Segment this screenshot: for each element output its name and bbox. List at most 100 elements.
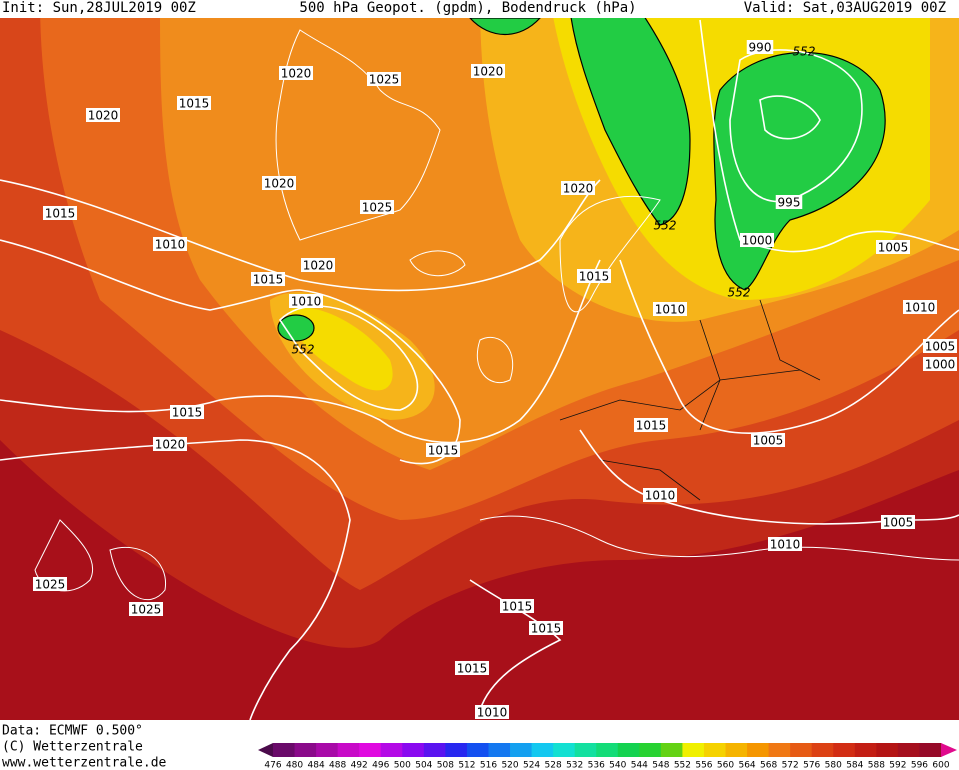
colorbar-label: 556	[695, 761, 712, 770]
isobar-label: 1015	[428, 444, 459, 458]
init-time: Init: Sun,28JUL2019 00Z	[2, 0, 196, 16]
country-borders	[559, 299, 821, 501]
colorbar-segment	[574, 743, 597, 757]
colorbar-arrow	[258, 743, 273, 757]
data-source: Data: ECMWF 0.500°	[2, 724, 143, 739]
colorbar-segment	[639, 743, 662, 757]
colorbar-label: 520	[501, 761, 518, 770]
colorbar-segment	[660, 743, 683, 757]
isobar-label-box	[529, 621, 563, 635]
isobar	[579, 429, 959, 525]
isobar-label-box	[153, 437, 187, 451]
isobar	[0, 439, 351, 720]
isobar-label-box	[426, 443, 460, 457]
colorbar-segment	[811, 743, 834, 757]
isobar-label: 1015	[179, 97, 210, 111]
low-green-north	[570, 18, 691, 226]
isobar-label-box	[740, 233, 774, 247]
isobar	[699, 19, 959, 253]
colorbar-segment	[897, 743, 920, 757]
isobar-label-box	[577, 269, 611, 283]
coastline-mediterranean	[479, 515, 959, 561]
isobar-label-box	[367, 72, 401, 86]
isobar-label-box	[653, 302, 687, 316]
isobar-label: 1020	[155, 438, 186, 452]
isobar-label-box	[903, 300, 937, 314]
isobar-label: 1015	[531, 622, 562, 636]
isobar-label-box	[634, 418, 668, 432]
colorbar-arrow	[941, 743, 957, 757]
map-title: 500 hPa Geopot. (gpdm), Bodendruck (hPa)	[299, 0, 636, 16]
isobar-label: 1000	[742, 234, 773, 248]
colorbar-segment	[553, 743, 576, 757]
isobar-label: 990	[749, 41, 772, 55]
field-yellow-low	[290, 307, 393, 391]
isobar-label-box	[775, 195, 803, 209]
colorbar-segment	[273, 743, 296, 757]
website: www.wetterzentrale.de	[2, 756, 167, 770]
colorbar-segment	[854, 743, 877, 757]
isobar	[729, 49, 863, 203]
colorbar-label: 516	[480, 761, 497, 770]
isobar-label: 1010	[645, 489, 676, 503]
colorbar-label: 580	[825, 761, 842, 770]
isobar-label-box	[251, 272, 285, 286]
isobar-label: 1015	[45, 207, 76, 221]
isobar-label: 1020	[264, 177, 295, 191]
colorbar-label: 584	[846, 761, 863, 770]
colorbar-label: 500	[394, 761, 411, 770]
low-green-east	[713, 52, 886, 291]
isobar	[759, 95, 821, 140]
isobar-label-box	[262, 176, 296, 190]
colorbar-label: 484	[308, 761, 325, 770]
colorbar-label: 492	[351, 761, 368, 770]
colorbar: 476 480 484 488 492 496 500 504 508 512 516 520 524 5…	[258, 743, 957, 770]
isobar-label: 1015	[502, 600, 533, 614]
isobar-label-box	[33, 577, 67, 591]
colorbar-label: 588	[868, 761, 885, 770]
low-green-atlantic	[277, 314, 315, 342]
colorbar-segment	[423, 743, 446, 757]
isobar	[469, 579, 562, 711]
colorbar-label: 540	[609, 761, 626, 770]
colorbar-segment	[790, 743, 813, 757]
isobar-label-box	[170, 405, 204, 419]
isobar-label: 1025	[131, 603, 162, 617]
isobar-label-box	[279, 66, 313, 80]
coastline-iceland	[409, 250, 466, 277]
isobar-label: 1020	[303, 259, 334, 273]
isobar-label-box	[43, 206, 77, 220]
colorbar-label: 532	[566, 761, 583, 770]
colorbar-label: 504	[415, 761, 432, 770]
isobar-label: 1010	[155, 238, 186, 252]
colorbar-label: 548	[652, 761, 669, 770]
colorbar-segment	[445, 743, 468, 757]
colorbar-label: 600	[932, 761, 949, 770]
valid-time: Valid: Sat,03AUG2019 00Z	[744, 0, 946, 16]
isobar-label: 1015	[172, 406, 203, 420]
colorbar-segment	[316, 743, 339, 757]
colorbar-segment	[402, 743, 425, 757]
colorbar-segment	[725, 743, 748, 757]
isobar-label-box	[561, 181, 595, 195]
colorbar-segment	[703, 743, 727, 757]
colorbar-label: 476	[264, 761, 281, 770]
colorbar-label: 552	[674, 761, 691, 770]
isobar-label-box	[289, 294, 323, 308]
colorbar-label: 524	[523, 761, 540, 770]
colorbar-segment	[294, 743, 317, 757]
isobar-label: 1000	[925, 358, 956, 372]
isobar-label-box	[751, 433, 785, 447]
isobar-label-box	[177, 96, 211, 110]
isobar-label: 1005	[883, 516, 914, 530]
low-green-top	[469, 18, 541, 36]
colorbar-segment	[876, 743, 899, 757]
colorbar-segment	[510, 743, 533, 757]
isobar-label: 1015	[253, 273, 284, 287]
colorbar-label: 572	[782, 761, 799, 770]
colorbar-segment	[617, 743, 640, 757]
isobar-label-box	[86, 108, 120, 122]
isobar-label-box	[746, 40, 774, 54]
height-label: 552	[728, 286, 751, 300]
